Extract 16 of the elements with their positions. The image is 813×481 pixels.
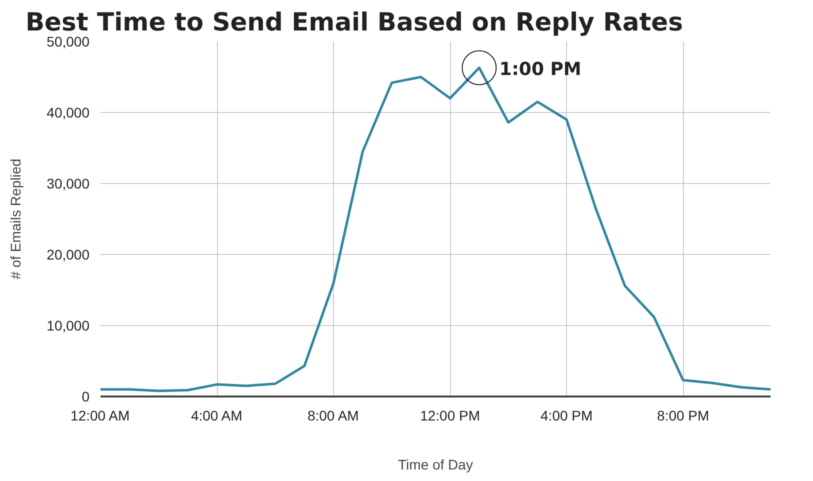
annotation: 1:00 PM	[499, 58, 582, 80]
y-axis-title: # of Emails Replied	[8, 158, 24, 280]
x-tick-label: 12:00 PM	[420, 408, 480, 424]
y-tick-label: 0	[82, 388, 90, 404]
y-tick-label: 20,000	[46, 246, 90, 262]
x-tick-label: 8:00 PM	[657, 408, 710, 424]
x-axis-title: Time of Day	[398, 456, 473, 472]
x-tick-label: 4:00 AM	[190, 408, 242, 424]
x-tick-label: 4:00 PM	[540, 408, 593, 424]
y-tick-label: 10,000	[46, 318, 90, 334]
y-tick-label: 50,000	[46, 34, 90, 50]
x-tick-label: 8:00 AM	[307, 408, 359, 424]
y-tick-label: 40,000	[46, 104, 90, 120]
y-tick-label: 30,000	[46, 176, 90, 192]
x-tick-label: 12:00 AM	[70, 408, 130, 424]
chart-title: Best Time to Send Email Based on Reply Rates	[26, 8, 684, 36]
